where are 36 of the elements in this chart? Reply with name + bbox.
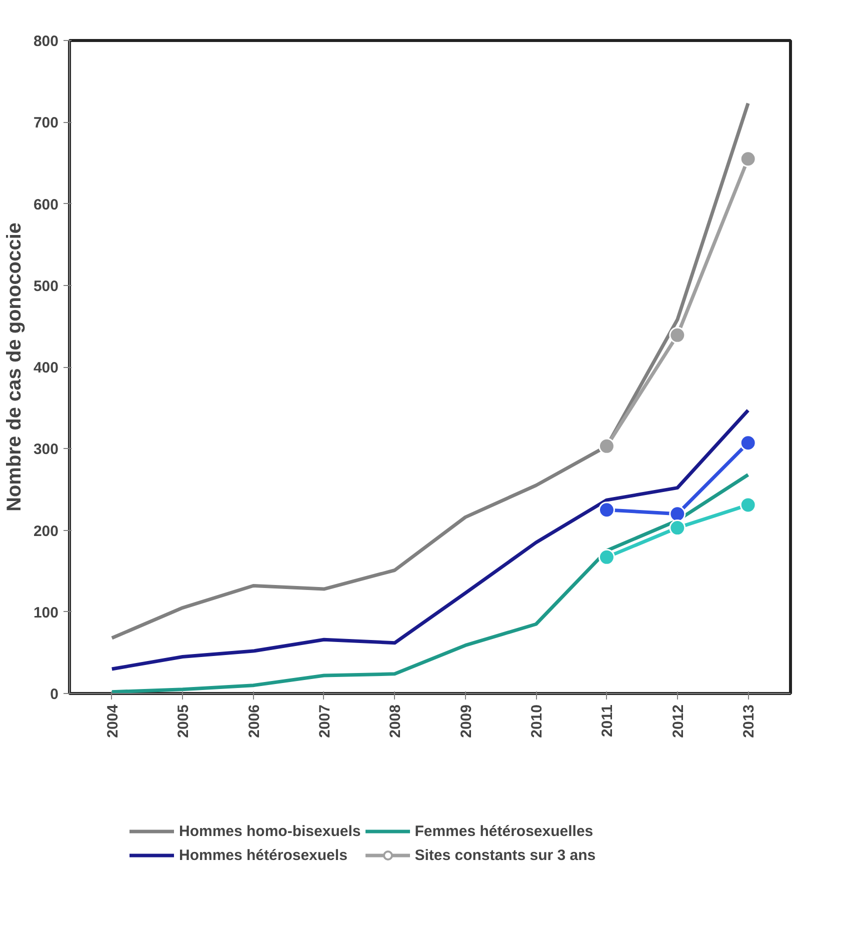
point <box>598 548 615 566</box>
x-tick-label: 2011 <box>599 704 616 738</box>
line-series <box>110 472 750 694</box>
y-tick-label: 700 <box>33 114 59 132</box>
x-tick-label: 2008 <box>387 704 404 738</box>
point <box>740 496 756 514</box>
point <box>669 506 686 522</box>
point <box>598 502 615 518</box>
point <box>740 150 756 168</box>
line-series <box>110 102 750 640</box>
y-tick-label: 300 <box>33 441 59 458</box>
y-axis-title: Nombre de cas de gonococcie <box>3 222 26 512</box>
x-tick-label: 2004 <box>104 704 122 738</box>
line-series <box>110 408 750 671</box>
legend-label: Hommes homo-bisexuels <box>179 822 361 840</box>
x-tick-label: 2012 <box>670 704 687 738</box>
y-tick-label: 500 <box>33 278 59 295</box>
x-tick-label: 2009 <box>458 704 475 738</box>
point <box>740 434 756 452</box>
x-tick-label: 2005 <box>175 704 192 738</box>
y-tick-label: 400 <box>33 360 59 376</box>
x-tick-label: 2006 <box>246 704 263 738</box>
x-tick-label: 2010 <box>528 704 546 738</box>
y-tick-label: 800 <box>33 33 59 50</box>
x-tick-label: 2007 <box>316 704 334 738</box>
point <box>598 438 615 454</box>
point <box>669 520 686 536</box>
y-tick-label: 100 <box>33 604 59 622</box>
point <box>669 326 686 344</box>
legend-label: Hommes hétérosexuels <box>179 846 348 864</box>
legend-label: Sites constants sur 3 ans <box>414 846 596 864</box>
legend-label: Femmes hétérosexuelles <box>414 822 594 840</box>
x-tick-label: 2013 <box>740 704 758 738</box>
y-tick-label: 600 <box>33 196 59 214</box>
y-tick-label: 200 <box>33 522 59 540</box>
y-tick-label: 0 <box>50 686 58 703</box>
